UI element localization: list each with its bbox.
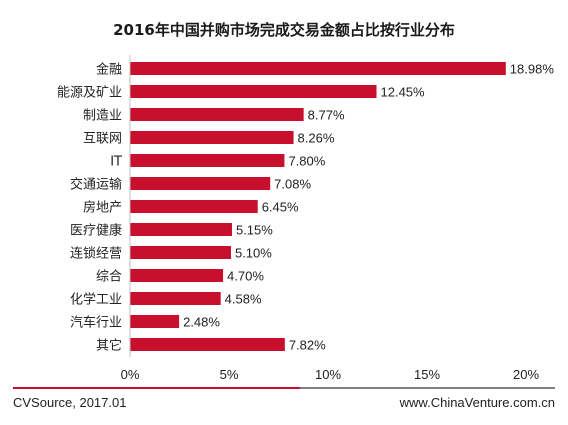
website-text: www.ChinaVenture.com.cn (399, 395, 555, 410)
bar (130, 338, 285, 351)
data-label: 7.82% (289, 338, 326, 353)
category-label: 能源及矿业 (57, 86, 122, 101)
bar (130, 85, 377, 98)
category-label: 连锁经营 (70, 246, 122, 262)
bar (130, 223, 232, 236)
data-label: 6.45% (262, 200, 299, 215)
category-label: 互联网 (83, 132, 122, 147)
data-label: 8.77% (308, 108, 345, 123)
bar (130, 200, 258, 213)
category-label: 综合 (96, 270, 122, 285)
category-label: 金融 (96, 62, 122, 78)
x-tick-labels: 0% 5% 10% 15% 20% (121, 367, 540, 382)
data-label: 4.58% (225, 292, 262, 307)
bar (130, 108, 304, 121)
data-label: 4.70% (227, 269, 264, 284)
bar (130, 269, 224, 282)
x-tick-label: 0% (121, 367, 140, 382)
bar (130, 246, 231, 259)
data-label: 8.26% (298, 131, 335, 146)
bar (130, 131, 294, 144)
source-text: CVSource, 2017.01 (13, 395, 126, 410)
data-label: 7.80% (288, 154, 325, 169)
x-tick-label: 20% (513, 367, 539, 382)
value-labels: 18.98% 12.45% 8.77% 8.26% 7.80% 7.08% 6.45% 5.1… (183, 62, 554, 353)
category-label: 其它 (96, 338, 122, 354)
category-label: IT (110, 155, 122, 170)
x-tick-label: 5% (220, 367, 239, 382)
bar (130, 177, 271, 190)
category-label: 房地产 (83, 200, 122, 216)
x-tick-label: 10% (315, 367, 341, 382)
data-label: 5.15% (236, 223, 273, 238)
data-label: 5.10% (235, 246, 272, 261)
bars-group (130, 62, 506, 351)
data-label: 18.98% (510, 62, 555, 77)
category-label: 化学工业 (70, 292, 122, 308)
bar (130, 154, 285, 167)
bar (130, 292, 221, 305)
bar (130, 62, 506, 75)
x-tick-label: 15% (414, 367, 440, 382)
data-label: 12.45% (381, 85, 426, 100)
category-label: 制造业 (83, 109, 122, 124)
category-label: 医疗健康 (70, 223, 122, 239)
data-label: 7.08% (274, 177, 311, 192)
bar (130, 315, 180, 328)
category-label: 汽车行业 (70, 315, 122, 331)
chart-title: 2016年中国并购市场完成交易金额占比按行业分布 (113, 21, 455, 39)
data-label: 2.48% (183, 315, 220, 330)
category-label: 交通运输 (70, 177, 122, 193)
